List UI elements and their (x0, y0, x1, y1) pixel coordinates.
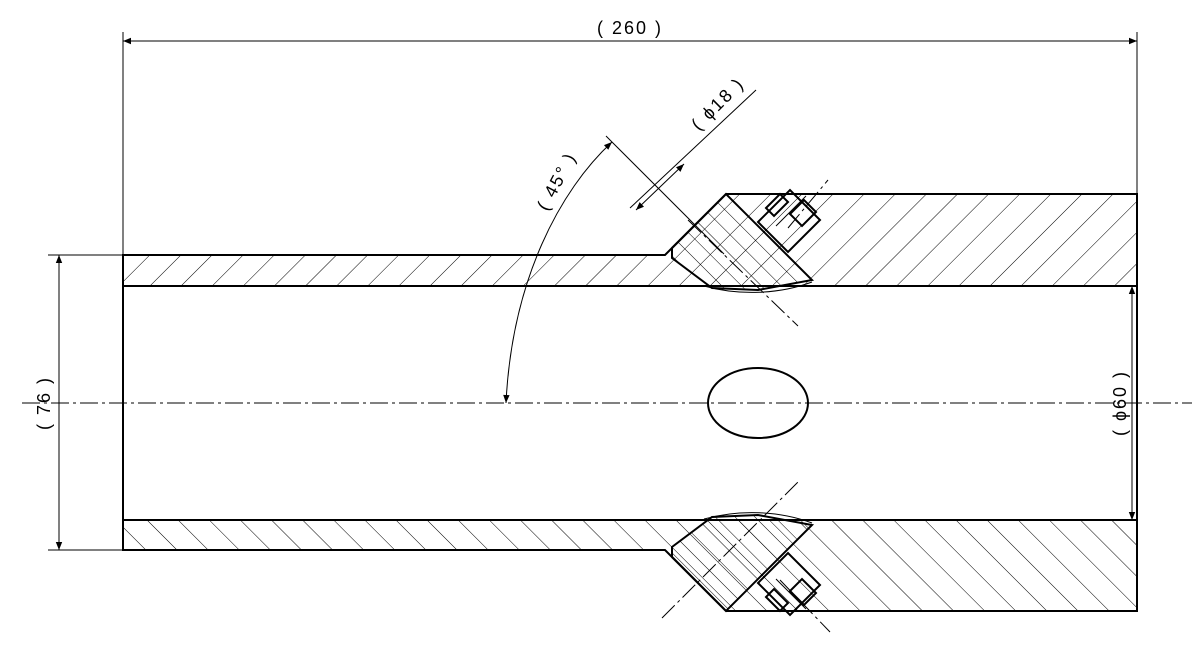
outer-diameter-label: ( 76 ) (34, 376, 54, 430)
bottom-fitting (756, 551, 822, 617)
bottom-port-insert (671, 513, 815, 613)
bore-diameter-label: ( ϕ60 ) (1110, 370, 1130, 436)
dimension-outer-diameter (48, 254, 123, 551)
dimension-port-diameter (605, 89, 757, 255)
bottom-port-axis (661, 479, 801, 619)
dimension-port-angle (503, 141, 613, 404)
bottom-intersection-curve (703, 512, 813, 524)
bottom-fitting-axis (779, 579, 831, 633)
top-fitting (756, 188, 822, 254)
top-intersection-curve (703, 281, 813, 293)
dimension-overall-length (122, 32, 1138, 255)
top-port-insert (671, 192, 815, 292)
port-hole-ellipse (707, 367, 809, 439)
top-port-axis (687, 219, 799, 327)
port-angle-label: ( 45° ) (533, 149, 580, 214)
port-diameter-label: ( ϕ18 ) (687, 73, 748, 134)
bottom-wall-section (122, 519, 1138, 612)
overall-length-label: ( 260 ) (597, 18, 663, 38)
top-fitting-axis (787, 179, 829, 229)
